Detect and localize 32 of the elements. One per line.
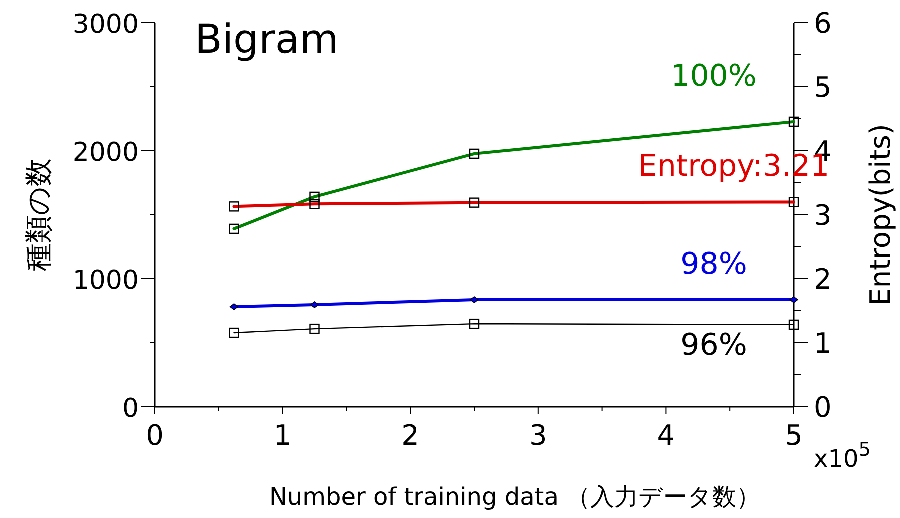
chart-title: Bigram — [195, 17, 339, 63]
y-tick-label: 2000 — [72, 138, 139, 168]
x-axis-title: Number of training data （入力データ数） — [269, 483, 761, 511]
y2-axis-title: Entropy(bits) — [864, 124, 897, 306]
point — [229, 328, 240, 338]
x-tick-label: 0 — [146, 419, 164, 452]
point — [469, 318, 480, 330]
y2-tick-label: 0 — [814, 391, 832, 424]
x-tick-label: 4 — [657, 419, 676, 452]
series-label: 96% — [680, 328, 748, 363]
y-axis-title: 種類の数 — [22, 158, 55, 272]
x-tick-label: 3 — [529, 419, 548, 452]
y2-tick-label: 1 — [814, 327, 832, 360]
y2-tick-label: 6 — [814, 7, 832, 40]
point — [310, 302, 320, 308]
series-label: 98% — [680, 246, 748, 282]
y2-tick-label: 5 — [814, 71, 832, 104]
series-label: 100% — [671, 58, 757, 94]
annotation: x10$^{5}$ — [814, 438, 871, 473]
y-tick-label: 0 — [122, 394, 139, 424]
y-tick-label: 3000 — [72, 10, 139, 40]
point — [788, 320, 800, 330]
y2-tick-label: 2 — [814, 263, 832, 296]
x-tick-label: 1 — [274, 419, 292, 452]
x-tick-label: 2 — [402, 419, 420, 452]
point — [310, 324, 320, 334]
point — [790, 296, 798, 304]
x-tick-label: 5 — [785, 419, 803, 452]
point — [230, 304, 239, 310]
point — [470, 296, 479, 304]
y2-tick-label: 3 — [814, 199, 832, 232]
y-tick-label: 1000 — [72, 266, 139, 296]
